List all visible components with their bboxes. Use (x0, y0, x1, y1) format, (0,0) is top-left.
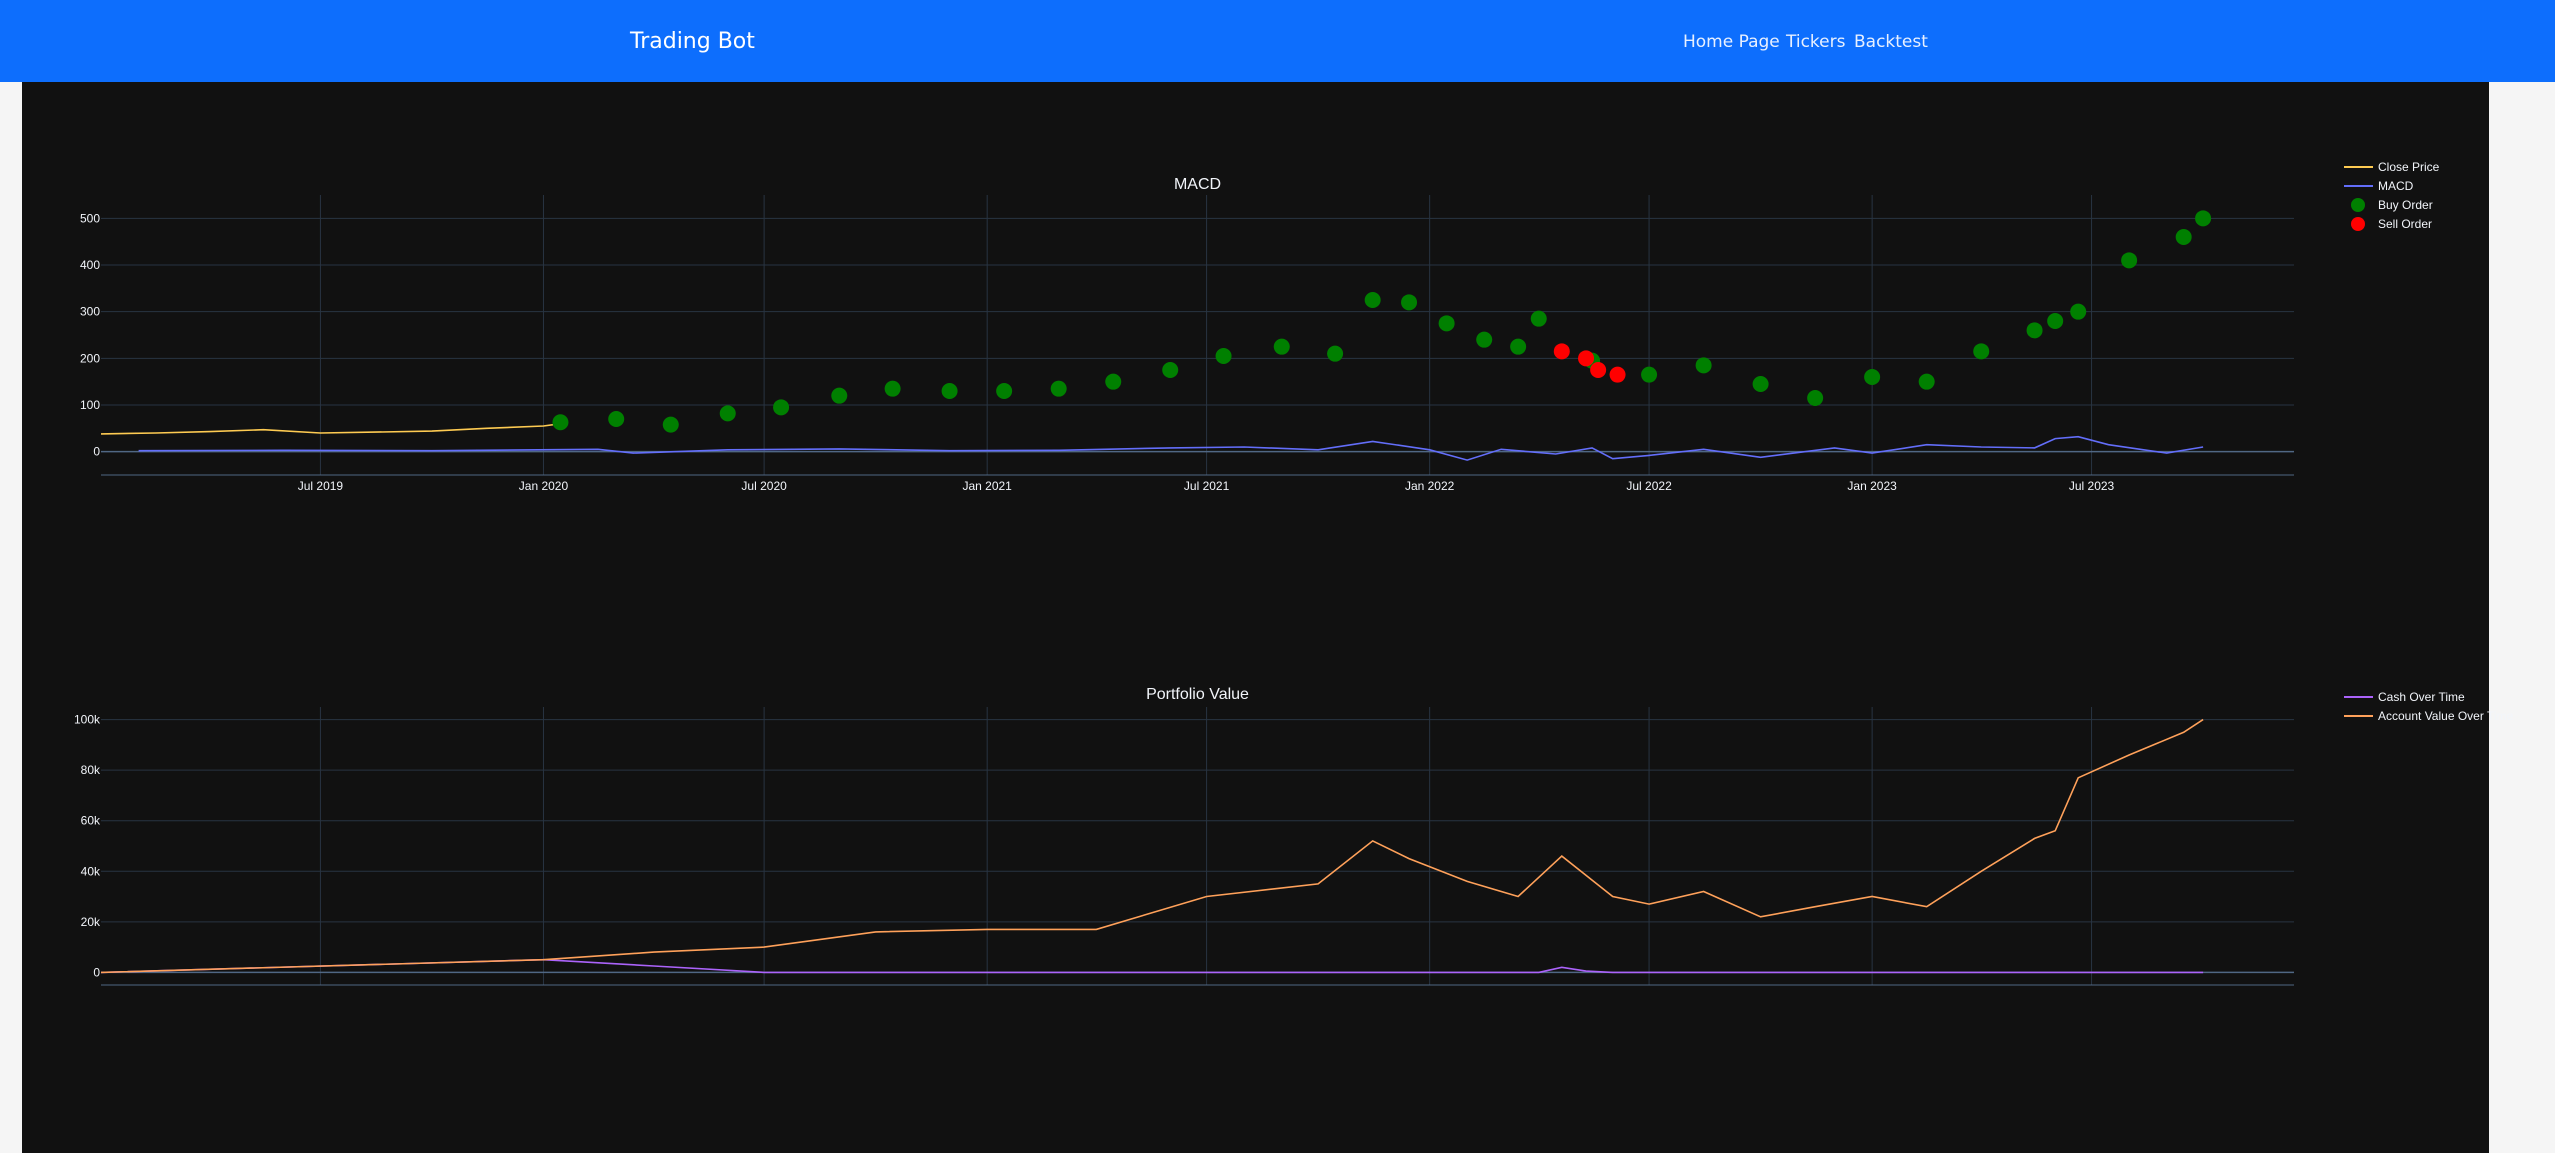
chart-portfolio-value: 0 20k 40k 60k 80k 100k Portfolio Value Cash Ove… (74, 686, 2513, 986)
marker-buy-order (1864, 369, 1881, 385)
chart-macd: 0 100 200 300 400 500 Jul 2019 Jan 2020 Jul 2020… (80, 160, 2440, 493)
marker-buy-order (1401, 294, 1418, 311)
y-tick-label: 200 (80, 351, 100, 365)
marker-buy-order (2121, 252, 2138, 269)
nav-link-tickers[interactable]: Tickers (1786, 32, 1846, 52)
y-tick-label: 60k (81, 814, 101, 828)
x-tick-label: Jan 2023 (1847, 479, 1897, 493)
marker-buy-order (941, 383, 958, 399)
x-tick-label: Jul 2023 (2069, 479, 2115, 493)
marker-buy-order (1695, 357, 1712, 374)
marker-buy-order (1050, 380, 1067, 397)
series-line-macd (138, 435, 2204, 461)
marker-buy-order (608, 411, 625, 427)
y-tick-label: 300 (80, 305, 100, 319)
chart-title: MACD (1174, 176, 1221, 193)
nav-link-home-page[interactable]: Home Page (1683, 32, 1780, 52)
x-tick-label: Jan 2021 (962, 479, 1012, 493)
marker-buy-order (719, 405, 736, 422)
brand-title[interactable]: Trading Bot (630, 29, 755, 54)
y-tick-label: 0 (93, 445, 100, 459)
nav-link-backtest[interactable]: Backtest (1854, 32, 1928, 52)
marker-sell-order (1553, 343, 1570, 360)
marker-buy-order (1273, 338, 1290, 355)
marker-buy-order (1918, 373, 1935, 390)
marker-buy-order (1752, 376, 1769, 392)
marker-buy-order (2070, 303, 2087, 320)
legend-label: Cash Over Time (2378, 690, 2465, 704)
marker-buy-order (1973, 343, 1990, 360)
marker-buy-order (2047, 313, 2064, 329)
legend-label: Buy Order (2378, 198, 2433, 212)
marker-buy-order (1105, 373, 1122, 390)
x-tick-label: Jul 2019 (298, 479, 344, 493)
marker-buy-order (1364, 292, 1381, 308)
series-line-cash-over-time (100, 958, 2204, 974)
chart-title: Portfolio Value (1146, 686, 1249, 703)
marker-buy-order (1530, 310, 1547, 327)
y-tick-label: 100k (74, 713, 101, 727)
y-tick-label: 80k (81, 763, 101, 777)
marker-buy-order (773, 399, 790, 416)
y-tick-label: 400 (80, 258, 100, 272)
x-tick-label: Jul 2022 (1626, 479, 1672, 493)
legend-label: Account Value Over Time (2378, 709, 2513, 723)
legend-label: MACD (2378, 179, 2414, 193)
x-tick-label: Jul 2020 (741, 479, 787, 493)
marker-buy-order (831, 387, 848, 404)
legend-label: Close Price (2378, 160, 2440, 174)
marker-buy-order (2175, 229, 2192, 245)
legend-swatch (2351, 217, 2365, 231)
marker-buy-order (1162, 362, 1179, 378)
navbar: Trading Bot Home Page Tickers Backtest (0, 0, 2555, 82)
marker-buy-order (552, 414, 569, 431)
marker-buy-order (996, 383, 1013, 399)
marker-buy-order (1215, 348, 1232, 364)
y-tick-label: 100 (80, 398, 100, 412)
y-tick-label: 500 (80, 211, 100, 225)
marker-sell-order (1578, 350, 1595, 367)
marker-buy-order (1327, 345, 1344, 362)
page-margin-right (2489, 82, 2555, 1153)
x-tick-label: Jul 2021 (1184, 479, 1230, 493)
y-tick-label: 20k (81, 915, 101, 929)
marker-buy-order (1476, 331, 1493, 348)
x-tick-label: Jan 2020 (519, 479, 569, 493)
charts-container (22, 82, 2489, 1153)
x-tick-label: Jan 2022 (1405, 479, 1455, 493)
series-line-close-price (100, 422, 561, 435)
marker-buy-order (1807, 390, 1824, 406)
marker-buy-order (662, 416, 679, 433)
legend-swatch (2351, 198, 2365, 212)
marker-buy-order (1510, 338, 1527, 355)
marker-sell-order (1590, 362, 1607, 378)
marker-buy-order (2026, 322, 2043, 339)
marker-sell-order (1609, 366, 1626, 383)
series-line-account-value-over-time (100, 718, 2204, 974)
y-tick-label: 0 (93, 965, 100, 979)
marker-buy-order (2195, 210, 2212, 227)
marker-buy-order (1438, 315, 1455, 332)
marker-buy-order (884, 380, 901, 397)
legend-label: Sell Order (2378, 217, 2432, 231)
page-margin-left (0, 82, 22, 1153)
y-tick-label: 40k (81, 864, 101, 878)
marker-buy-order (1641, 366, 1658, 383)
